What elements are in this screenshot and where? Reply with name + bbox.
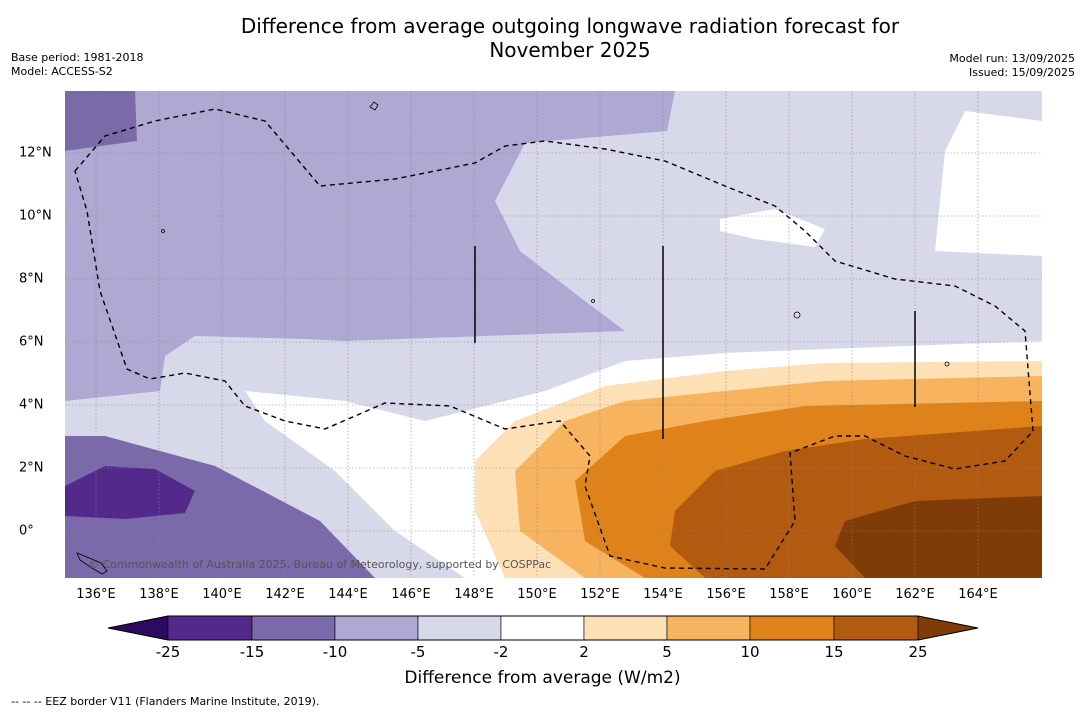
contour-plus25 xyxy=(835,496,1042,578)
map-svg xyxy=(65,91,1042,578)
lon-label: 138°E xyxy=(139,587,179,602)
island-markers xyxy=(474,246,916,439)
colorbar-tick: 5 xyxy=(662,643,672,661)
eez-legend-note: -- -- -- EEZ border V11 (Flanders Marine… xyxy=(11,695,320,708)
colorbar-swatch xyxy=(167,615,253,641)
lon-label: 156°E xyxy=(706,587,746,602)
lon-label: 162°E xyxy=(895,587,935,602)
white-patch-north xyxy=(720,209,825,247)
colorbar-label: Difference from average (W/m2) xyxy=(404,668,681,688)
lon-label: 154°E xyxy=(643,587,683,602)
coastlines xyxy=(76,101,950,575)
base-period: Base period: 1981-2018 xyxy=(11,51,144,64)
lat-label: 4°N xyxy=(19,397,44,413)
chart-title: Difference from average outgoing longwav… xyxy=(0,14,1085,62)
colorbar-swatch xyxy=(251,615,336,641)
lon-label: 150°E xyxy=(517,587,557,602)
colorbar-swatch xyxy=(749,615,835,641)
white-patch-east xyxy=(935,111,1042,256)
colorbar-swatch xyxy=(417,615,502,641)
lon-label: 164°E xyxy=(958,587,998,602)
colorbar-swatch xyxy=(666,615,751,641)
colorbar-tick: -2 xyxy=(493,643,509,661)
lon-label: 160°E xyxy=(832,587,872,602)
colorbar xyxy=(107,615,980,647)
model-name: Model: ACCESS-S2 xyxy=(11,65,113,78)
contour-minus5 xyxy=(65,91,675,401)
colorbar-swatch xyxy=(107,615,169,641)
copyright-notice: © Commonwealth of Australia 2025, Bureau… xyxy=(88,558,552,571)
contour-minus10-north xyxy=(65,91,137,151)
lon-label: 142°E xyxy=(265,587,305,602)
lat-label: 10°N xyxy=(19,208,52,224)
lon-label: 152°E xyxy=(580,587,620,602)
colorbar-swatch xyxy=(917,615,979,641)
lon-label: 136°E xyxy=(76,587,116,602)
eez-border xyxy=(74,108,1034,570)
lat-label: 8°N xyxy=(19,271,44,287)
lon-label: 158°E xyxy=(769,587,809,602)
colorbar-tick: -5 xyxy=(410,643,426,661)
lat-label: 2°N xyxy=(19,460,44,476)
colorbar-tick: -10 xyxy=(322,643,348,661)
colorbar-svg xyxy=(107,615,979,641)
meta-left: Base period: 1981-2018 Model: ACCESS-S2 xyxy=(11,51,143,79)
lat-label: 6°N xyxy=(19,334,44,350)
title-line-2: November 2025 xyxy=(489,38,651,62)
lon-label: 148°E xyxy=(454,587,494,602)
title-line-1: Difference from average outgoing longwav… xyxy=(240,14,900,38)
colorbar-swatch xyxy=(833,615,919,641)
colorbar-tick: -25 xyxy=(155,643,181,661)
colorbar-tick: -15 xyxy=(239,643,265,661)
meta-right: Model run: 13/09/2025 Issued: 15/09/2025 xyxy=(949,52,1075,80)
lon-label: 144°E xyxy=(328,587,368,602)
contour-minus15 xyxy=(65,466,195,519)
colorbar-swatch xyxy=(334,615,419,641)
colorbar-swatch xyxy=(583,615,668,641)
map-panel xyxy=(65,91,1042,578)
colorbar-tick: 10 xyxy=(740,643,760,661)
colorbar-tick: 25 xyxy=(908,643,928,661)
lat-label: 0° xyxy=(19,523,34,539)
colorbar-tick: 15 xyxy=(824,643,844,661)
colorbar-outline xyxy=(107,615,979,641)
model-run: Model run: 13/09/2025 xyxy=(949,52,1075,65)
graticule xyxy=(65,91,1042,578)
colorbar-swatch xyxy=(500,615,585,641)
lat-label: 12°N xyxy=(19,145,52,161)
lon-label: 140°E xyxy=(202,587,242,602)
colorbar-tick: 2 xyxy=(579,643,589,661)
lon-label: 146°E xyxy=(391,587,431,602)
issued-date: Issued: 15/09/2025 xyxy=(968,66,1075,79)
